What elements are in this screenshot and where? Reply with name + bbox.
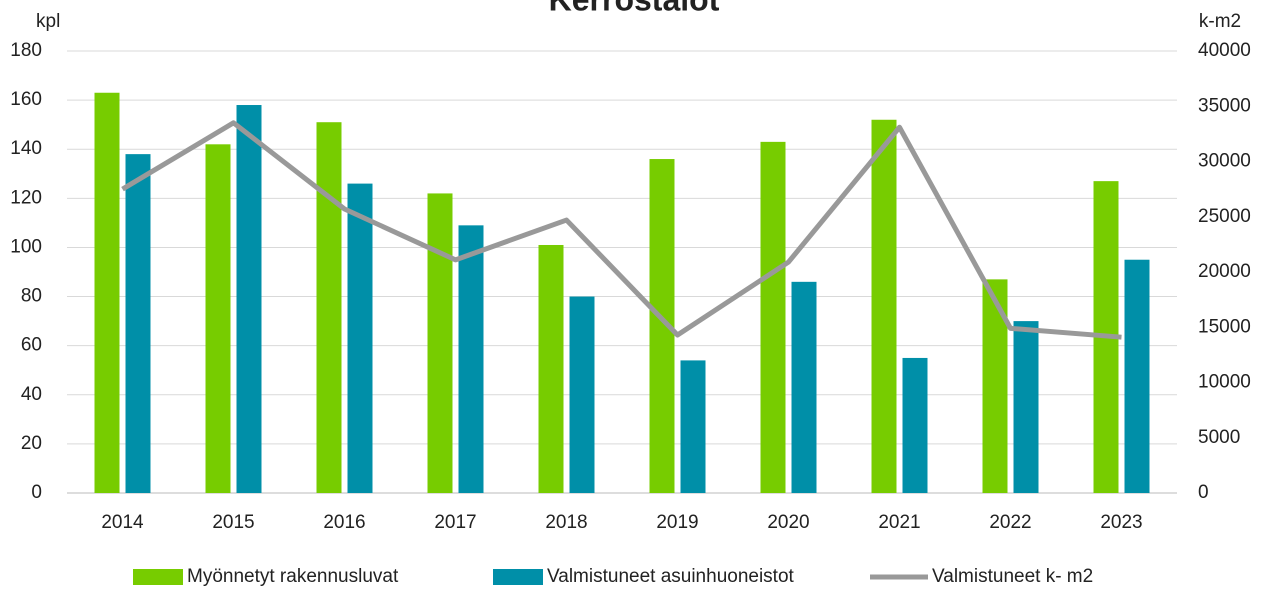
bar bbox=[538, 244, 564, 493]
y-axis-label: kpl bbox=[36, 11, 60, 32]
bar bbox=[427, 193, 453, 493]
y2-axis-label: k-m2 bbox=[1199, 11, 1241, 32]
bar bbox=[791, 281, 817, 493]
chart-title: Kerrostalot bbox=[549, 0, 720, 17]
x-tick-label: 2015 bbox=[212, 512, 254, 533]
bar bbox=[569, 296, 595, 493]
y2-tick-label: 35000 bbox=[1198, 95, 1251, 116]
y2-tick-label: 5000 bbox=[1198, 427, 1240, 448]
y2-tick-label: 20000 bbox=[1198, 261, 1251, 282]
bar bbox=[871, 119, 897, 493]
bar bbox=[205, 144, 231, 494]
y2-tick-label: 30000 bbox=[1198, 151, 1251, 172]
x-tick-label: 2020 bbox=[767, 512, 809, 533]
bar bbox=[1124, 259, 1150, 493]
y2-tick-label: 25000 bbox=[1198, 206, 1251, 227]
y-tick-label: 60 bbox=[21, 335, 42, 356]
y-tick-label: 40 bbox=[21, 384, 42, 405]
legend-swatch bbox=[133, 569, 183, 585]
y-tick-label: 140 bbox=[10, 138, 42, 159]
bar bbox=[680, 360, 706, 493]
x-tick-label: 2014 bbox=[101, 512, 144, 533]
x-tick-label: 2021 bbox=[878, 512, 920, 533]
bar bbox=[902, 357, 928, 493]
bar bbox=[316, 122, 342, 493]
x-tick-label: 2019 bbox=[656, 512, 698, 533]
legend-label: Valmistuneet k- m2 bbox=[932, 566, 1093, 587]
bar bbox=[458, 225, 484, 493]
y-tick-label: 120 bbox=[10, 187, 42, 208]
legend-swatch bbox=[493, 569, 543, 585]
bar bbox=[1013, 321, 1039, 493]
line bbox=[121, 120, 1122, 340]
bar bbox=[125, 154, 151, 493]
legend-label: Myönnetyt rakennusluvat bbox=[187, 566, 399, 587]
y-tick-label: 20 bbox=[21, 433, 42, 454]
y-tick-label: 100 bbox=[10, 236, 42, 257]
x-tick-label: 2018 bbox=[545, 512, 587, 533]
y2-tick-label: 15000 bbox=[1198, 316, 1251, 337]
y-tick-label: 180 bbox=[10, 40, 42, 61]
x-tick-label: 2017 bbox=[434, 512, 476, 533]
bar bbox=[347, 183, 373, 493]
bar bbox=[94, 92, 120, 493]
legend-label: Valmistuneet asuinhuoneistot bbox=[547, 566, 795, 587]
y-tick-label: 160 bbox=[10, 89, 42, 110]
y-tick-label: 80 bbox=[21, 286, 42, 307]
y-tick-label: 0 bbox=[31, 482, 42, 503]
x-tick-label: 2022 bbox=[989, 512, 1031, 533]
y2-tick-label: 0 bbox=[1198, 482, 1209, 503]
bar bbox=[236, 105, 262, 494]
y2-tick-label: 40000 bbox=[1198, 40, 1251, 61]
bar bbox=[760, 141, 786, 493]
y2-tick-label: 10000 bbox=[1198, 372, 1251, 393]
x-tick-label: 2016 bbox=[323, 512, 365, 533]
x-tick-label: 2023 bbox=[1100, 512, 1142, 533]
